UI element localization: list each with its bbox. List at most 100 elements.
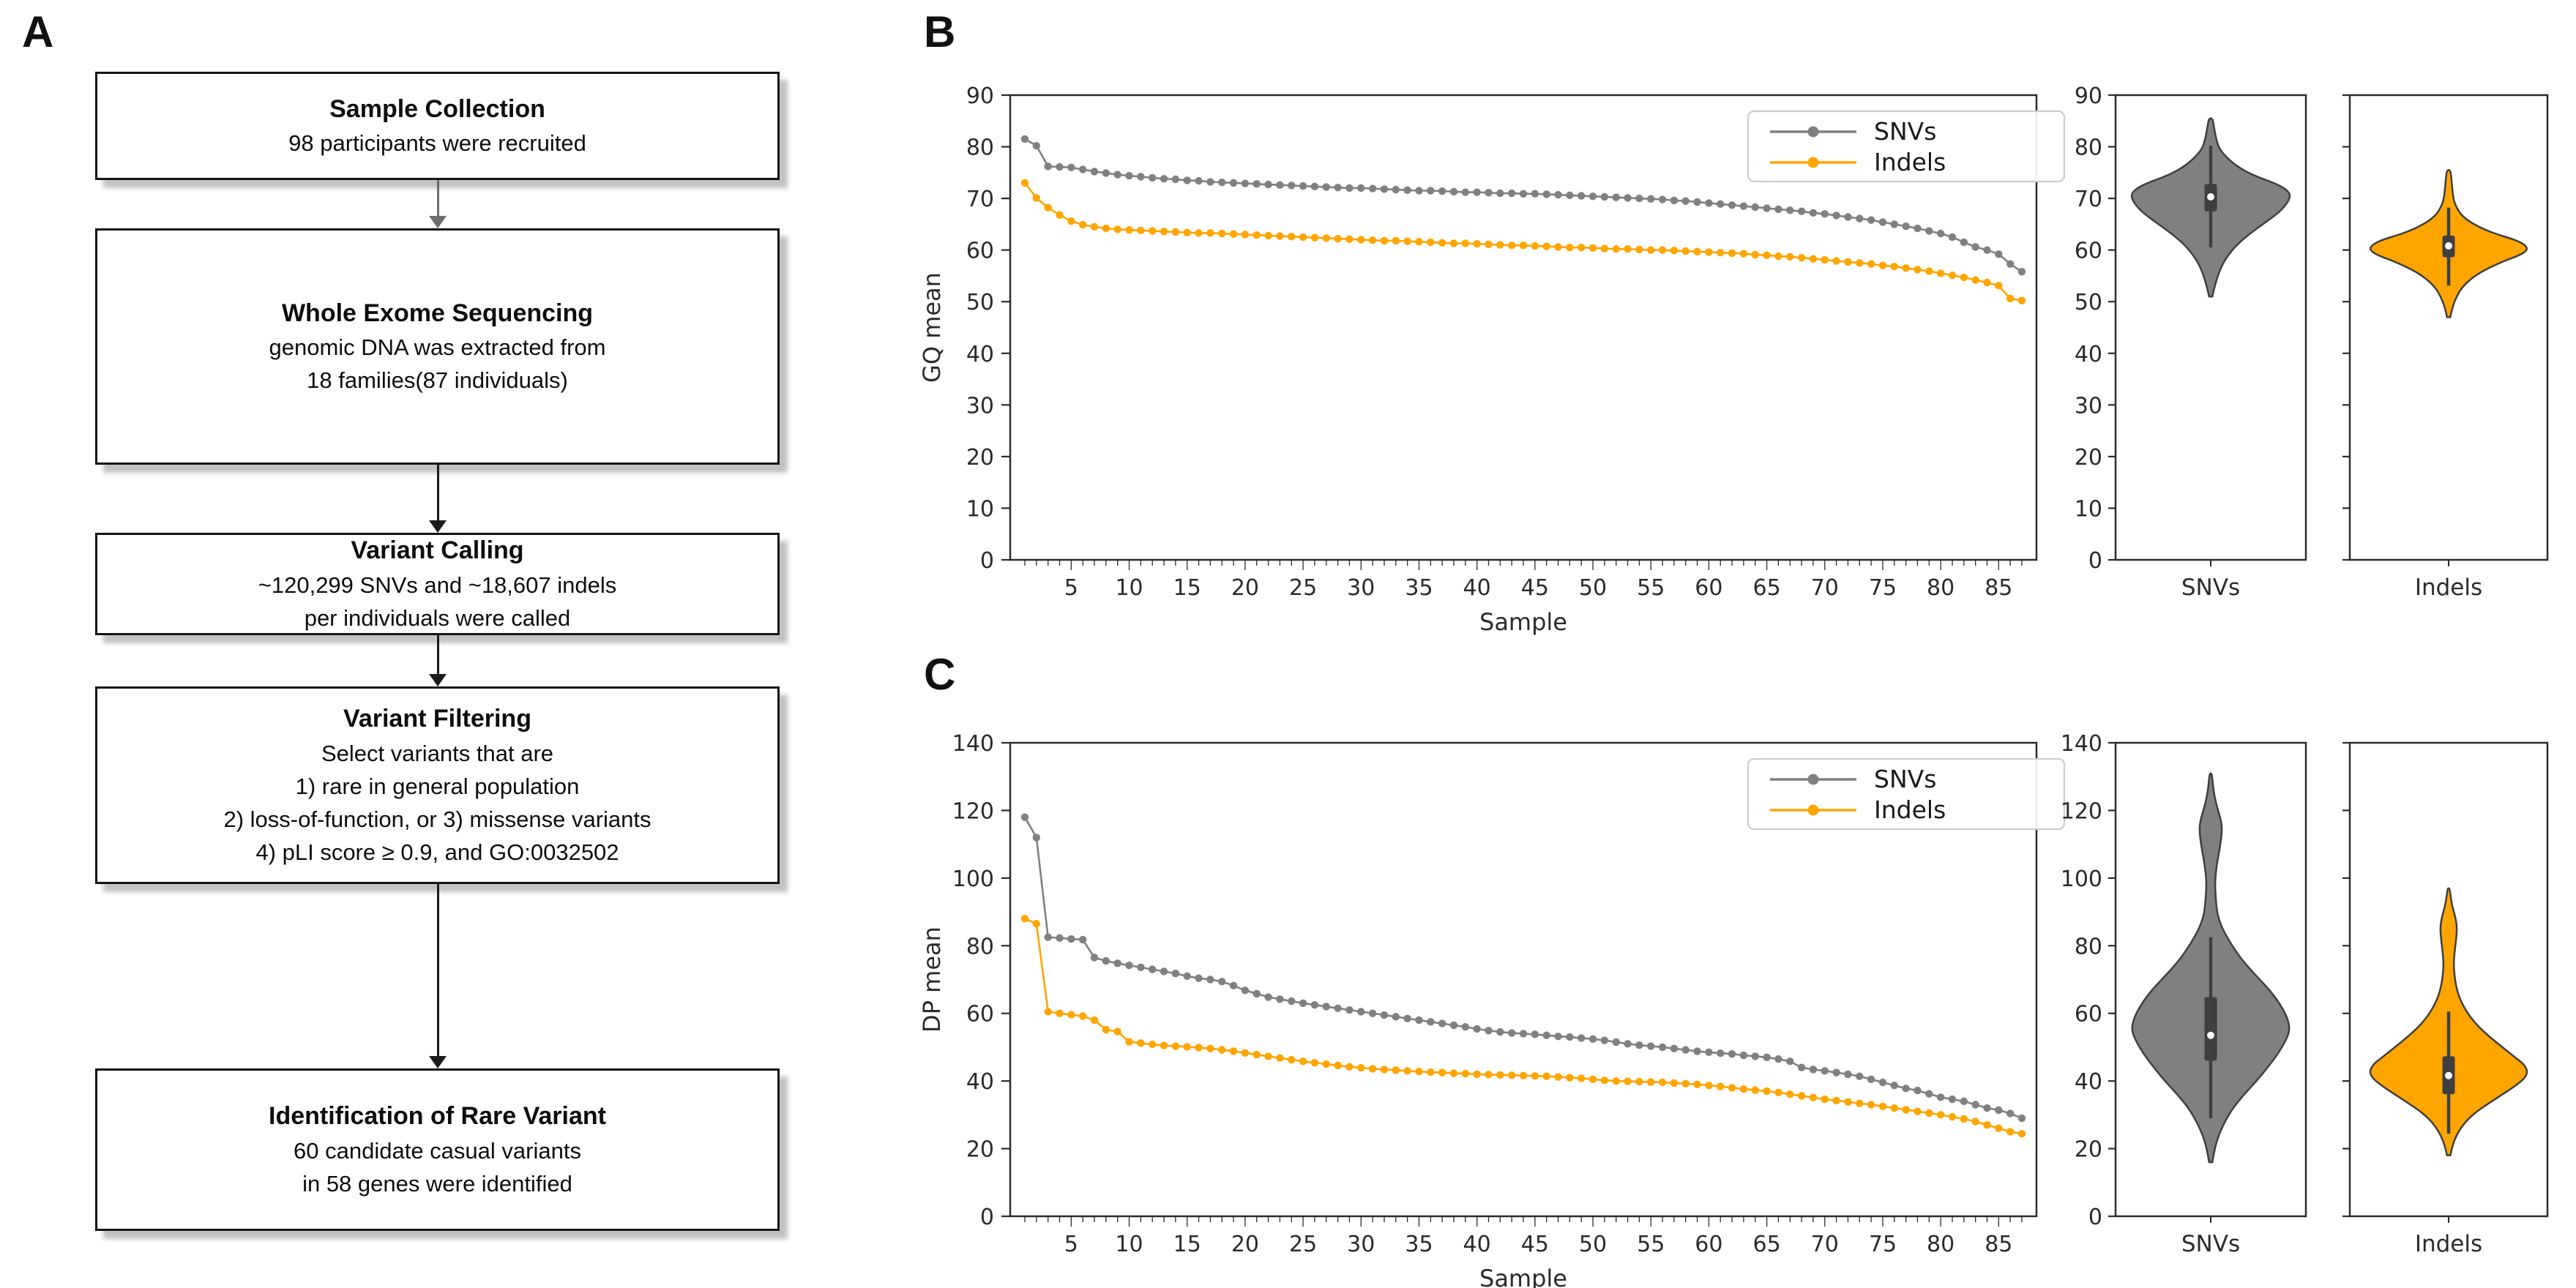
y-axis-label: GQ mean (918, 272, 946, 383)
flowchart-arrow-down-icon (420, 635, 455, 686)
box-title: Identification of Rare Variant (269, 1102, 606, 1131)
y-tick-label: 40 (2075, 342, 2102, 367)
legend-label: Indels (1874, 795, 1946, 824)
y-tick-label: 0 (980, 1205, 994, 1230)
violin-category-label: Indels (2415, 574, 2482, 601)
violin-category-label: Indels (2415, 1231, 2482, 1257)
x-tick-label: 60 (1695, 575, 1722, 601)
x-tick-label: 70 (1811, 1232, 1839, 1257)
y-tick-label: 40 (2075, 1069, 2102, 1095)
x-tick-label: 65 (1752, 575, 1780, 601)
y-tick-label: 140 (952, 731, 994, 757)
x-tick-label: 40 (1463, 1232, 1491, 1257)
arrow-head (429, 216, 447, 228)
arrow-shaft (436, 180, 439, 216)
y-tick-label: 70 (966, 187, 994, 212)
x-tick-label: 65 (1752, 1232, 1780, 1257)
flowchart-box-variant-filtering: Variant Filtering Select variants that a… (95, 686, 780, 884)
box-body: Select variants that are 1) rare in gene… (223, 740, 652, 865)
legend-label: SNVs (1874, 765, 1936, 793)
x-tick-label: 25 (1289, 575, 1317, 601)
flowchart-arrow-down-icon (420, 180, 455, 228)
x-tick-label: 10 (1115, 1232, 1143, 1257)
y-tick-label: 0 (980, 548, 994, 574)
y-tick-label: 60 (966, 239, 994, 264)
legend-label: Indels (1874, 148, 1946, 176)
y-tick-label: 60 (2075, 1002, 2102, 1027)
box-body: genomic DNA was extracted from 18 famili… (269, 334, 606, 394)
arrow-head (429, 1056, 447, 1068)
x-tick-label: 35 (1405, 575, 1433, 601)
panel-a-label: A (22, 7, 54, 56)
box-title: Whole Exome Sequencing (281, 299, 594, 327)
y-tick-label: 100 (952, 866, 994, 892)
x-tick-label: 20 (1231, 575, 1259, 601)
panel-b-label: B (924, 7, 956, 56)
x-tick-label: 80 (1927, 1232, 1955, 1257)
y-tick-label: 50 (2075, 290, 2102, 315)
flowchart: Sample Collection 98 participants were r… (0, 0, 864, 1288)
y-tick-label: 20 (966, 445, 994, 471)
x-axis-label: Sample (1479, 1265, 1567, 1288)
x-tick-label: 30 (1347, 575, 1375, 601)
flowchart-arrow-down-icon (420, 884, 455, 1068)
y-tick-label: 80 (2075, 934, 2102, 959)
flowchart-box-whole-exome-sequencing: Whole Exome Sequencing genomic DNA was e… (95, 228, 780, 465)
y-tick-label: 100 (2061, 866, 2102, 892)
y-tick-label: 50 (966, 290, 994, 315)
x-tick-label: 15 (1173, 575, 1201, 601)
flowchart-box-variant-calling: Variant Calling ~120,299 SNVs and ~18,60… (95, 533, 780, 635)
flowchart-box-sample-collection: Sample Collection 98 participants were r… (95, 72, 780, 180)
x-tick-label: 15 (1173, 1232, 1201, 1257)
box-body: 60 candidate casual variants in 58 genes… (294, 1137, 581, 1197)
y-tick-label: 60 (2075, 239, 2102, 264)
panel-c-label: C (924, 650, 956, 699)
y-tick-label: 70 (2075, 187, 2102, 212)
arrow-shaft (436, 884, 439, 1056)
y-tick-label: 20 (2075, 1137, 2102, 1163)
x-tick-label: 75 (1869, 1232, 1897, 1257)
series-snvs (1020, 813, 2026, 1123)
box-body: ~120,299 SNVs and ~18,607 indels per ind… (258, 572, 617, 631)
x-tick-label: 20 (1231, 1232, 1259, 1257)
arrow-head (429, 674, 447, 686)
x-tick-label: 85 (1985, 575, 2012, 601)
arrow-shaft (436, 465, 439, 520)
y-tick-label: 40 (966, 342, 994, 367)
violin-category-label: SNVs (2181, 574, 2240, 601)
y-tick-label: 140 (2061, 731, 2102, 757)
y-tick-label: 10 (2075, 496, 2102, 522)
x-tick-label: 70 (1811, 575, 1839, 601)
y-tick-label: 0 (2088, 548, 2102, 574)
violin-snvs: 0 10 20 30 40 50 60 70 80 90 SNVs (2075, 83, 2307, 601)
y-tick-label: 80 (966, 934, 994, 959)
x-tick-label: 75 (1869, 575, 1897, 601)
x-tick-label: 60 (1695, 1232, 1722, 1257)
violin-snvs: 0 20 40 60 80 100 120 140 SNVs (2061, 731, 2307, 1257)
panel-b-line-chart: 0 10 20 30 40 50 60 70 80 90 GQ mean 5 10 15 20 25 30 35 4… (918, 83, 2038, 636)
x-tick-label: 5 (1064, 1232, 1078, 1257)
x-tick-label: 10 (1115, 575, 1143, 601)
y-tick-label: 30 (2075, 393, 2102, 419)
violin-indels: Indels (2342, 94, 2549, 601)
x-tick-label: 55 (1637, 575, 1665, 601)
y-tick-label: 80 (966, 135, 994, 161)
y-tick-label: 10 (966, 496, 994, 522)
x-tick-label: 55 (1637, 1232, 1665, 1257)
x-tick-label: 5 (1064, 575, 1078, 601)
x-tick-label: 50 (1579, 575, 1607, 601)
flowchart-arrow-down-icon (420, 465, 455, 533)
box-title: Variant Calling (351, 536, 524, 565)
y-tick-label: 60 (966, 1002, 994, 1027)
y-axis-label: DP mean (918, 926, 946, 1033)
arrow-head (429, 520, 447, 533)
y-tick-label: 80 (2075, 135, 2102, 161)
legend-label: SNVs (1874, 117, 1936, 146)
x-tick-label: 45 (1521, 575, 1549, 601)
x-axis-label: Sample (1479, 608, 1567, 636)
box-title: Variant Filtering (343, 705, 531, 733)
y-tick-label: 90 (2075, 83, 2102, 109)
